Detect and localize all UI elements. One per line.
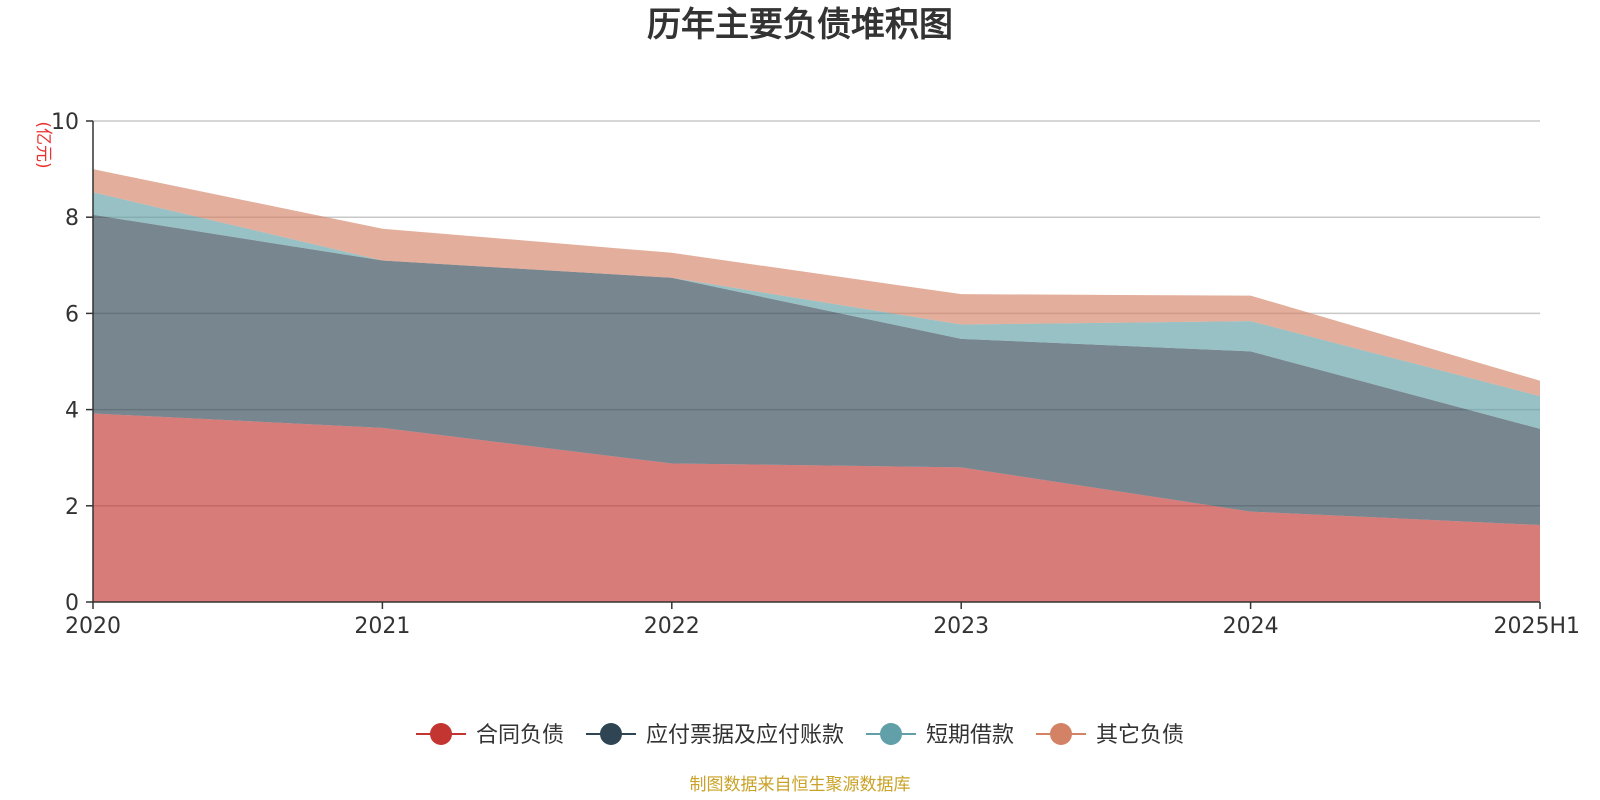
legend-item-4[interactable]: 其它负债: [1036, 723, 1184, 748]
legend: 合同负债 应付票据及应付账款 短期借款 其它负债: [416, 723, 1184, 748]
legend-label: 其它负债: [1096, 723, 1184, 748]
x-tick-label: 2020: [65, 614, 121, 639]
chart-title: 历年主要负债堆积图: [647, 5, 953, 45]
legend-item-2[interactable]: 应付票据及应付账款: [586, 723, 844, 748]
area-series: [93, 169, 1540, 602]
legend-label: 短期借款: [926, 723, 1014, 748]
legend-label: 合同负债: [476, 723, 564, 748]
legend-marker: [430, 723, 452, 745]
y-tick-label: 0: [65, 591, 79, 616]
legend-marker: [600, 723, 622, 745]
y-tick-label: 4: [65, 399, 79, 424]
x-tick-label: 2022: [644, 614, 700, 639]
legend-label: 应付票据及应付账款: [646, 723, 844, 748]
axes: 0 2 4 6 8 10 2020 2021 2022 2023 2024 2025H1: [51, 110, 1580, 639]
legend-marker: [1050, 723, 1072, 745]
legend-marker: [880, 723, 902, 745]
y-tick-label: 10: [51, 110, 79, 135]
area-series-2: [93, 214, 1540, 526]
area-series-1: [93, 413, 1540, 602]
y-tick-label: 2: [65, 495, 79, 520]
y-axis-unit-label: (亿元): [33, 121, 53, 168]
x-tick-label: 2023: [933, 614, 989, 639]
legend-item-3[interactable]: 短期借款: [866, 723, 1014, 748]
area-series-4: [93, 169, 1540, 397]
x-tick-label: 2025H1: [1493, 614, 1580, 639]
y-tick-label: 8: [65, 206, 79, 231]
y-tick-label: 6: [65, 302, 79, 327]
data-source-note: 制图数据来自恒生聚源数据库: [690, 775, 911, 795]
x-tick-label: 2021: [354, 614, 410, 639]
legend-item-1[interactable]: 合同负债: [416, 723, 564, 748]
x-tick-label: 2024: [1223, 614, 1279, 639]
